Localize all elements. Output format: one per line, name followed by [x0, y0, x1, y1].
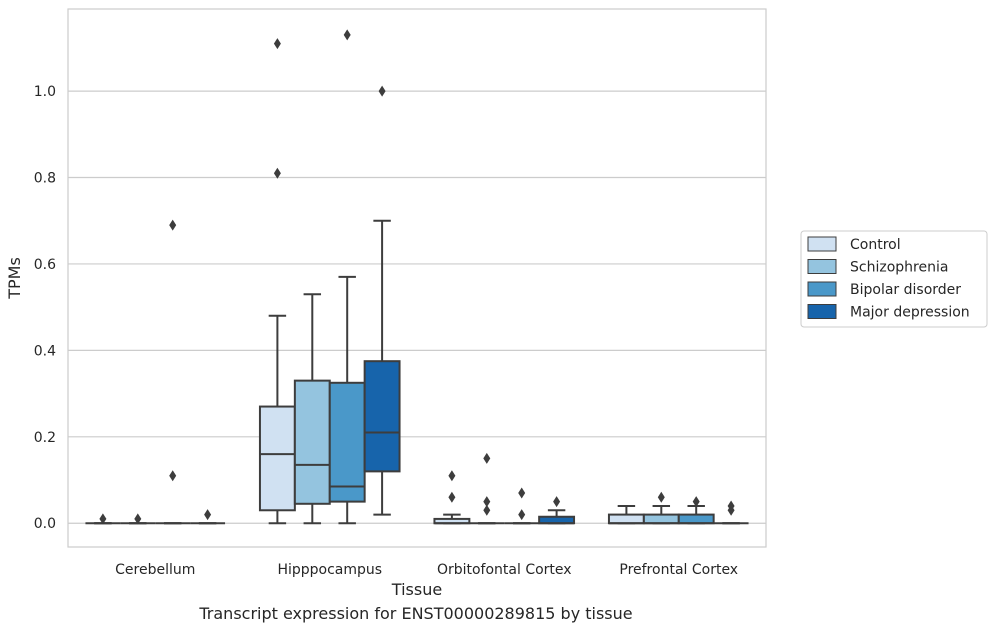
legend-swatch — [807, 259, 837, 274]
outlier-point — [518, 487, 526, 499]
box-1-3 — [642, 491, 680, 525]
axes: 0.0 0.2 0.4 0.6 0.8 1.0 Cerebellum Hipppocampus… — [34, 84, 738, 578]
legend-frame — [800, 230, 988, 328]
outlier-point — [204, 509, 212, 521]
box-2-1 — [328, 29, 366, 525]
outlier-point — [448, 470, 456, 482]
y-tick-label: 0.4 — [34, 343, 56, 359]
box-1-1 — [293, 293, 331, 525]
box-body — [677, 513, 715, 525]
x-tick-label: Prefrontal Cortex — [619, 562, 738, 578]
x-tick-label: Cerebellum — [115, 562, 195, 578]
figure-caption: Transcript expression for ENST0000028981… — [199, 604, 633, 623]
box-body — [363, 360, 401, 473]
outlier-point — [169, 470, 177, 482]
box-0-0 — [85, 513, 121, 525]
box-3-0 — [190, 509, 226, 525]
legend-label: Major depression — [850, 305, 970, 321]
outlier-point — [518, 509, 526, 521]
legend-swatch — [807, 304, 837, 319]
plot-frame — [67, 8, 767, 548]
box-1-0 — [120, 513, 156, 525]
outlier-point — [273, 38, 281, 50]
box-2-2 — [504, 487, 540, 525]
outlier-point — [134, 513, 142, 525]
box-0-1 — [258, 38, 296, 525]
box-body — [607, 513, 645, 525]
gridlines — [68, 90, 766, 524]
outlier-point — [483, 496, 491, 508]
outlier-point — [448, 491, 456, 503]
box-3-1 — [363, 85, 401, 516]
box-body — [328, 381, 366, 503]
box-body — [293, 379, 331, 505]
outlier-point — [273, 167, 281, 179]
box-3-2 — [538, 496, 576, 525]
outlier-point — [378, 85, 386, 97]
y-axis-label: TPMs — [5, 257, 24, 300]
outlier-point — [483, 504, 491, 516]
outlier-point — [657, 491, 665, 503]
outlier-point — [692, 496, 700, 508]
x-axis-label: Tissue — [391, 580, 442, 599]
legend-label: Bipolar disorder — [850, 282, 961, 298]
y-tick-label: 0.2 — [34, 430, 56, 446]
box-body — [258, 405, 296, 512]
outlier-point — [169, 219, 177, 231]
box-body — [642, 513, 680, 525]
box-3-3 — [713, 500, 749, 525]
legend-label: Schizophrenia — [850, 260, 948, 276]
y-tick-label: 0.8 — [34, 171, 56, 187]
outlier-point — [553, 496, 561, 508]
outlier-point — [727, 500, 735, 512]
y-tick-label: 1.0 — [34, 84, 56, 100]
box-2-3 — [677, 496, 715, 525]
outlier-point — [343, 29, 351, 41]
x-tick-label: Hipppocampus — [277, 562, 382, 578]
outlier-point — [483, 452, 491, 464]
boxes — [85, 29, 749, 525]
y-tick-label: 0.0 — [34, 516, 56, 532]
legend-label: Control — [850, 237, 901, 253]
box-0-2 — [433, 470, 471, 525]
legend-swatch — [807, 281, 837, 297]
legend: Control Schizophrenia Bipolar disorder Majo… — [800, 230, 988, 328]
box-2-0 — [155, 219, 191, 525]
legend-swatch — [807, 236, 837, 252]
outlier-point — [99, 513, 107, 525]
box-1-2 — [469, 452, 505, 525]
x-tick-label: Orbitofontal Cortex — [437, 562, 572, 578]
box-0-3 — [607, 504, 645, 525]
y-tick-label: 0.6 — [34, 257, 56, 273]
